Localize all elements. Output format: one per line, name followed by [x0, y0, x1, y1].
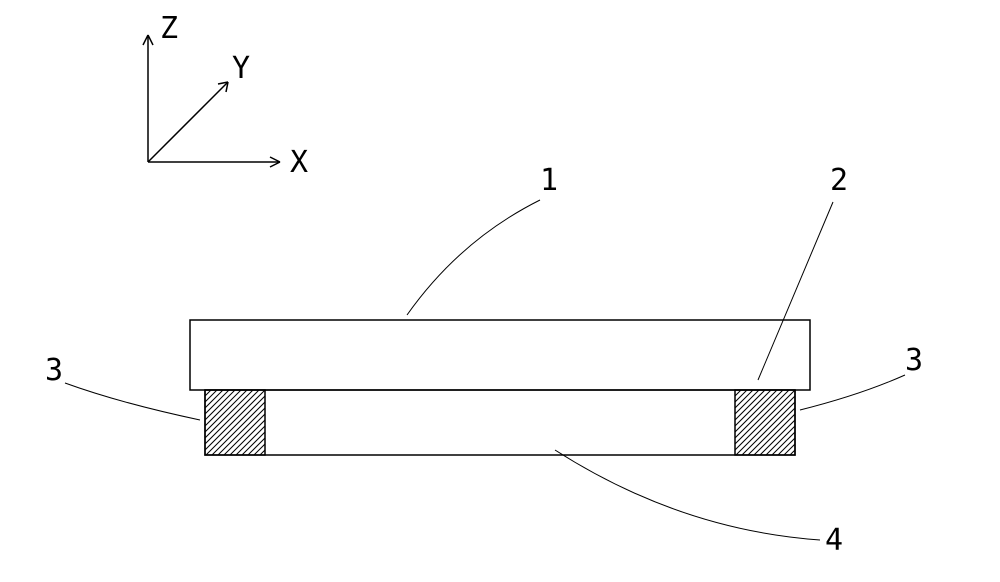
engineering-diagram: Z X Y 1 2 3 3 4	[0, 0, 1000, 582]
callout-1-leader	[407, 200, 540, 315]
bottom-plate	[205, 390, 795, 455]
right-support-block	[610, 390, 921, 455]
callout-4-leader	[555, 450, 820, 540]
axis-label-y: Y	[232, 51, 252, 86]
axis-label-z: Z	[160, 11, 180, 46]
callout-3-right-leader	[800, 375, 905, 410]
callout-3-left-label: 3	[45, 353, 65, 388]
top-plate	[190, 320, 810, 390]
left-support-block	[80, 390, 391, 455]
callout-3-left-leader	[65, 383, 200, 420]
callout-3-right-label: 3	[905, 343, 925, 378]
callout-4-label: 4	[825, 523, 845, 558]
callout-1-label: 1	[540, 163, 560, 198]
axis-label-x: X	[290, 145, 310, 180]
callout-2-label: 2	[830, 163, 850, 198]
callout-2-leader	[758, 202, 833, 380]
